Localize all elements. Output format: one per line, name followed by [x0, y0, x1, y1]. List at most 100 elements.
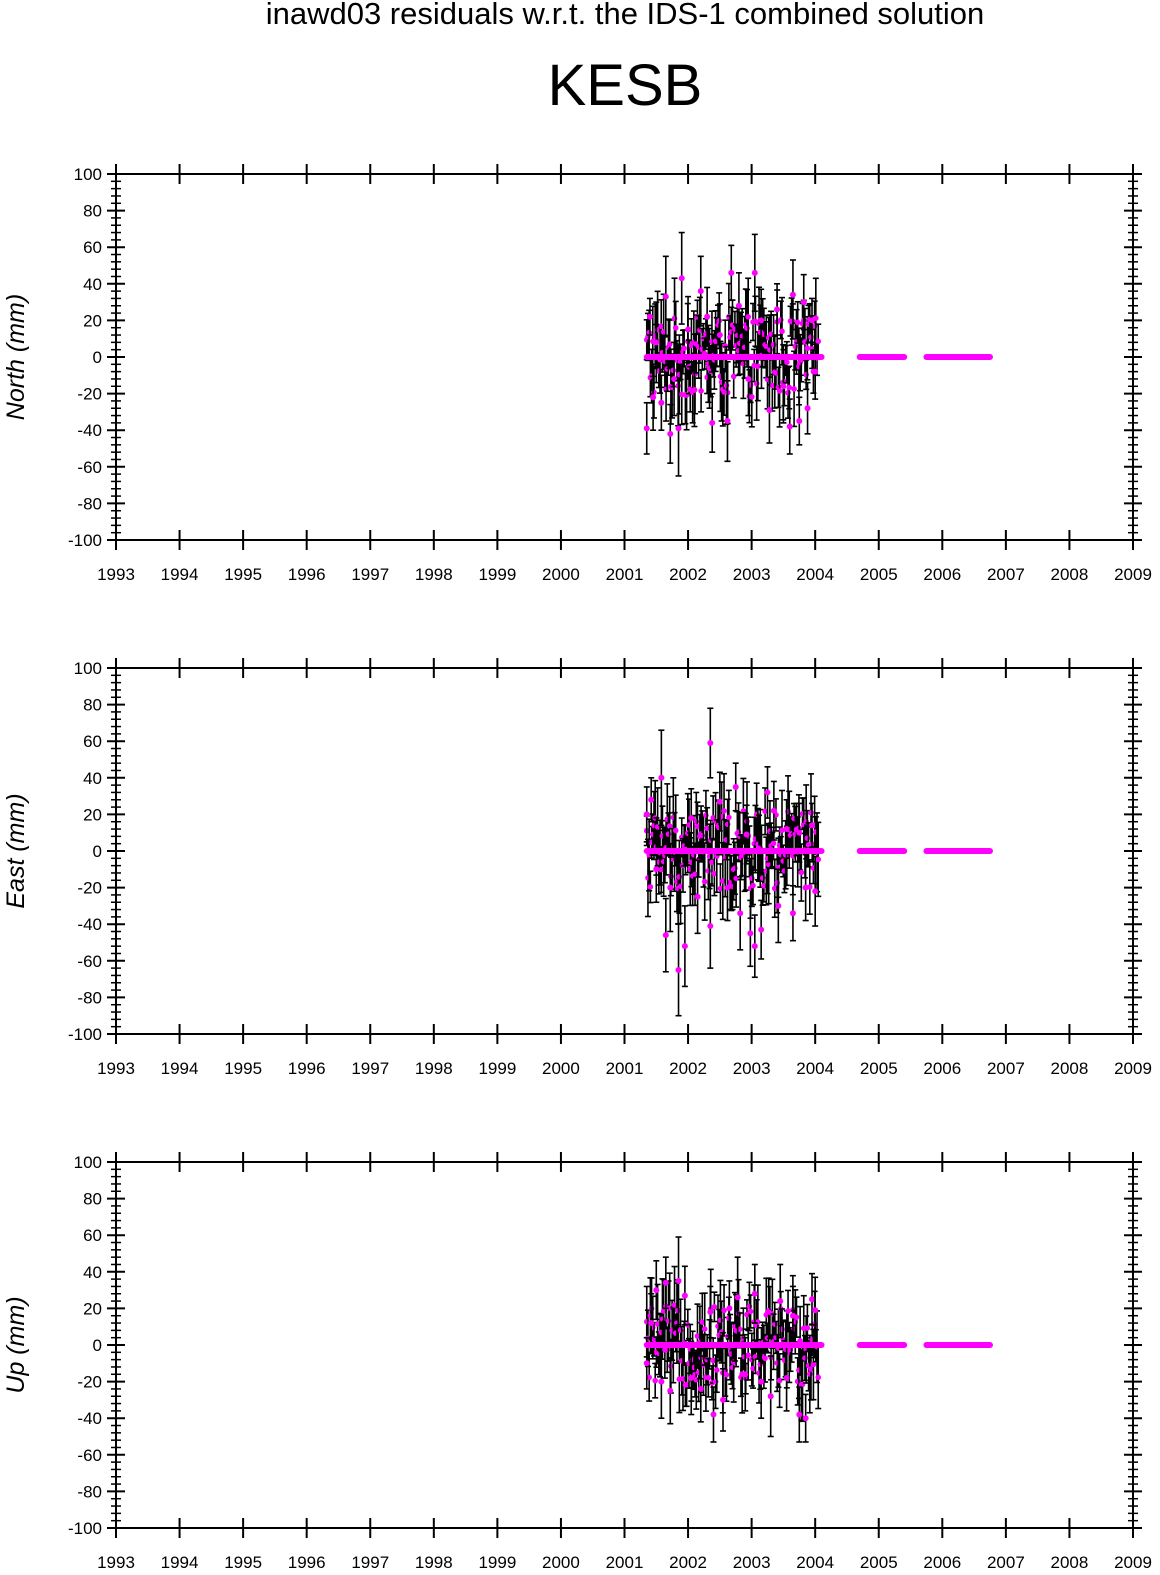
x-tick-label: 2001	[606, 1553, 644, 1572]
data-point	[675, 966, 682, 973]
data-point	[777, 1298, 784, 1305]
panel-north: -100 -80 -60 -40 -20 0 20 40 60 80 100 1993 1994 1995…	[2, 164, 1152, 584]
y-tick-label: 80	[83, 1190, 102, 1209]
x-tick-label: 1999	[478, 1059, 516, 1078]
y-axis-label: East (mm)	[2, 793, 30, 908]
data-point	[646, 1374, 652, 1381]
data-point	[808, 1366, 814, 1372]
data-point	[751, 943, 758, 950]
data-point	[745, 1352, 751, 1358]
x-tick-label: 1998	[415, 565, 453, 584]
x-tick-label: 2004	[796, 1553, 834, 1572]
data-point	[681, 345, 687, 352]
data-point	[812, 1307, 819, 1314]
data-point	[752, 1353, 759, 1360]
data-point	[775, 902, 782, 909]
data-point	[770, 807, 777, 814]
data-point	[658, 1378, 665, 1385]
data-point	[667, 1387, 674, 1394]
data-point	[809, 1296, 816, 1303]
data-point	[646, 313, 653, 320]
data-point	[675, 1277, 682, 1284]
y-tick-label: 0	[93, 348, 102, 367]
y-tick-label: 100	[74, 1153, 102, 1172]
data-point	[790, 853, 796, 859]
data-point	[711, 1304, 718, 1310]
data-point	[716, 332, 723, 339]
data-point	[755, 363, 761, 370]
y-tick-label: -60	[77, 458, 102, 477]
x-tick-label: 1997	[351, 1059, 389, 1078]
x-tick-label: 1999	[478, 565, 516, 584]
y-tick-label: -20	[77, 879, 102, 898]
data-point	[745, 314, 751, 320]
data-point	[707, 1309, 714, 1316]
data-point	[802, 884, 809, 891]
data-point	[802, 1415, 809, 1422]
x-tick-label: 2006	[923, 1553, 961, 1572]
data-point	[776, 1377, 783, 1384]
series-points	[643, 1236, 819, 1443]
x-tick-label: 1996	[288, 1059, 326, 1078]
x-tick-label: 1998	[415, 1553, 453, 1572]
data-point	[677, 883, 684, 890]
data-point	[650, 394, 657, 401]
x-tick-label: 2007	[987, 1059, 1025, 1078]
data-point	[794, 319, 801, 326]
data-point	[749, 394, 755, 400]
x-tick-label: 2005	[860, 1553, 898, 1572]
x-tick-label: 1995	[224, 1553, 262, 1572]
data-point	[745, 375, 752, 382]
data-point	[704, 825, 710, 832]
y-tick-label: -20	[77, 1373, 102, 1392]
data-point	[654, 1321, 661, 1327]
data-point	[761, 883, 767, 889]
data-point	[769, 382, 776, 389]
data-point	[750, 882, 756, 889]
y-tick-label: -100	[68, 531, 102, 550]
data-point	[780, 383, 787, 390]
data-point	[653, 339, 660, 346]
x-tick-label: 2008	[1051, 1059, 1089, 1078]
data-point	[786, 423, 793, 430]
data-point	[762, 808, 768, 815]
data-point	[711, 870, 718, 877]
data-point	[728, 269, 735, 276]
x-tick-label: 1997	[351, 565, 389, 584]
x-tick-label: 2006	[923, 1059, 961, 1078]
x-tick-label: 2000	[542, 565, 580, 584]
data-point	[681, 943, 688, 950]
data-point	[720, 1396, 727, 1403]
data-point	[662, 932, 669, 939]
data-point	[815, 856, 822, 863]
data-point	[717, 885, 724, 892]
y-tick-label: -80	[77, 988, 102, 1007]
x-tick-label: 1995	[224, 565, 262, 584]
data-point	[762, 1355, 768, 1362]
data-point	[681, 1292, 688, 1299]
data-point	[800, 299, 807, 306]
data-point	[694, 893, 701, 900]
x-tick-label: 1995	[224, 1059, 262, 1078]
data-point	[735, 302, 742, 309]
x-tick-label: 1993	[97, 1059, 135, 1078]
data-point	[796, 829, 803, 836]
data-point	[653, 1287, 660, 1294]
y-tick-label: -40	[77, 1409, 102, 1428]
x-tick-label: 2001	[606, 1059, 644, 1078]
data-point	[771, 885, 778, 892]
series-points	[643, 707, 819, 1017]
x-tick-label: 2007	[987, 1553, 1025, 1572]
data-point	[779, 827, 785, 834]
data-point	[686, 822, 692, 828]
data-point	[705, 1374, 712, 1381]
data-point	[796, 418, 803, 425]
y-tick-label: 60	[83, 732, 102, 751]
data-point	[726, 814, 732, 821]
y-tick-label: 100	[74, 165, 102, 184]
data-point	[785, 1308, 791, 1314]
y-tick-label: 60	[83, 1226, 102, 1245]
data-point	[786, 384, 793, 391]
x-tick-label: 2000	[542, 1553, 580, 1572]
data-point	[704, 313, 711, 320]
